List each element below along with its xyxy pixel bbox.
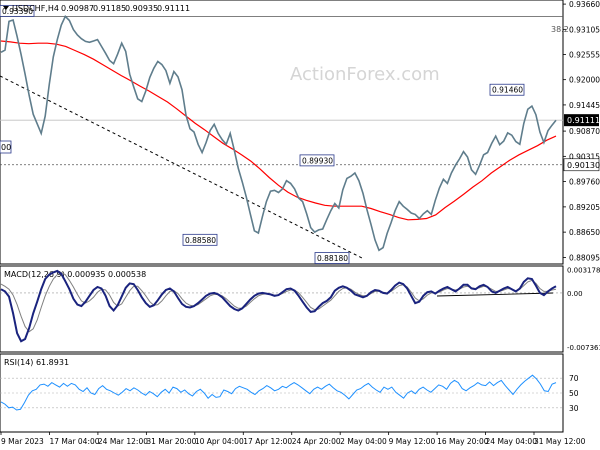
price-tick-label: 0.88650 — [569, 228, 600, 237]
price-annotation-box — [0, 4, 35, 17]
price-line — [0, 15, 557, 252]
chart-symbol: USDCHF,H4 — [12, 4, 59, 13]
price-axis: 0.93660 0.93105 0.92555 0.92000 0.91445 0.908… — [563, 0, 600, 262]
price-pane-frame — [0, 0, 564, 265]
price-tick-label: 0.93105 — [569, 25, 600, 34]
left-cut-tag: 00 — [0, 140, 12, 154]
watermark: ActionForex.com — [290, 64, 440, 85]
time-tick-label: 16 May 20:00 — [437, 437, 489, 446]
price-tick-label: 0.92000 — [569, 76, 600, 85]
ohlc-close: 0.91111 — [157, 4, 190, 13]
time-tick-label: 24 May 04:00 — [486, 437, 538, 446]
moving-average-line — [0, 40, 557, 221]
price-annotation-label: 0.91460 — [492, 86, 523, 95]
ohlc-low: 0.90935 — [125, 4, 158, 13]
macd-pane-frame — [0, 265, 564, 353]
macd-title: MACD(12,26,9) 0.000935 0.000538 — [4, 270, 146, 279]
price-annotation-box — [489, 83, 525, 96]
price-tick-label: 0.90870 — [569, 127, 600, 136]
chart-title-block: USDCHF,H4 0.90987 0.91185 0.90935 0.9111… — [3, 4, 190, 13]
price-tick-label: 0.91445 — [569, 101, 600, 110]
time-tick-label: 9 May 12:00 — [389, 437, 436, 446]
macd-pane: MACD(12,26,9) 0.000935 0.000538 0.003178… — [0, 265, 600, 353]
rsi-line — [0, 374, 557, 411]
price-tick-label: 0.88095 — [569, 253, 600, 262]
time-tick-label: 10 Apr 04:00 — [195, 437, 244, 446]
trendline — [0, 75, 363, 259]
rsi-axis: 70 50 30 — [0, 374, 579, 413]
rsi-title: RSI(14) 61.8931 — [4, 358, 69, 367]
macd-trendline — [436, 292, 554, 297]
time-tick-label: 9 Mar 2023 — [1, 437, 44, 446]
price-annotation-label: 0.88580 — [185, 236, 216, 245]
rsi-pane: RSI(14) 61.8931 70 50 30 — [0, 353, 579, 433]
time-tick-label: 17 Apr 12:00 — [243, 437, 292, 446]
time-tick-label: 31 May 12:00 — [534, 437, 586, 446]
collapse-triangle-icon — [3, 6, 9, 10]
time-tick-label: 24 Mar 12:00 — [98, 437, 148, 446]
price-annotation-box — [182, 233, 218, 246]
price-tick-label: 0.93660 — [569, 0, 600, 9]
time-tick-label: 24 Apr 20:00 — [292, 437, 341, 446]
current-price-tag: 0.91111 — [564, 114, 600, 127]
macd-tick-label: 0.00 — [567, 290, 583, 298]
time-tick-label: 2 May 04:00 — [340, 437, 387, 446]
rsi-tick-label: 70 — [569, 374, 579, 383]
price-tick-label: 0.89760 — [569, 178, 600, 187]
left-cut-label: 00 — [1, 143, 11, 152]
price-tick-label: 0.92555 — [569, 50, 600, 59]
time-tick-label: 17 Mar 04:00 — [49, 437, 99, 446]
level-price-label: 0.90130 — [567, 161, 600, 170]
price-annotation-label: 0.93390 — [2, 7, 33, 16]
price-annotation-box — [314, 252, 350, 264]
rsi-tick-label: 30 — [569, 404, 579, 413]
current-price-label: 0.91111 — [567, 116, 600, 125]
price-annotation-box — [299, 154, 335, 167]
price-annotation-label: 0.89930 — [302, 156, 333, 165]
price-annotations: 0.93390 0.88580 0.89930 0.88180 0.91460 — [0, 4, 525, 264]
price-pane: ActionForex.com 0.936600.931050.925550.9… — [0, 0, 600, 265]
rsi-pane-frame — [0, 353, 564, 433]
fib-label: 38.2 — [551, 25, 569, 34]
ohlc-open: 0.90987 — [61, 4, 94, 13]
price-tick-label: 0.89205 — [569, 203, 600, 212]
price-annotation-label: 0.88180 — [317, 254, 348, 263]
macd-tick-label: 0.003178 — [567, 267, 600, 275]
ohlc-high: 0.91185 — [93, 4, 126, 13]
time-tick-label: 31 Mar 20:00 — [146, 437, 196, 446]
macd-tick-label: -0.007361 — [567, 344, 600, 352]
price-tick-label: 0.90315 — [569, 152, 600, 161]
rsi-tick-label: 50 — [569, 389, 579, 398]
level-price-tag: 0.90130 — [563, 158, 600, 172]
macd-main-line — [0, 269, 557, 343]
